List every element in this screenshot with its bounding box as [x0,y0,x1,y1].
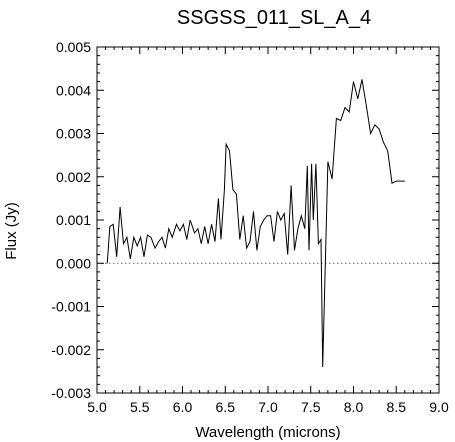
y-tick-label: 0.005 [56,39,91,55]
y-tick-label: 0.004 [56,82,91,98]
x-tick-label: 9.0 [429,399,449,415]
y-tick-label: 0.002 [56,169,91,185]
x-tick-label: 5.0 [87,399,107,415]
x-tick-label: 8.0 [344,399,364,415]
y-tick-label: 0.000 [56,255,91,271]
y-axis-label: Flux (Jy) [3,202,20,260]
plot-frame [96,46,440,394]
x-axis-label: Wavelength (microns) [195,424,340,441]
x-tick-label: 6.5 [216,399,236,415]
y-tick-label: -0.002 [51,342,91,358]
y-tick-label: -0.003 [51,385,91,401]
y-tick-label: -0.001 [51,299,91,315]
y-axis: 0.005 0.004 0.003 0.002 0.001 0.000 -0.001 -0.0… [51,39,439,401]
x-axis: 5.0 5.5 6.0 6.5 7.0 7.5 8.0 8.5 9.0 [87,47,449,415]
y-tick-label: 0.001 [56,212,91,228]
x-tick-label: 8.5 [387,399,407,415]
x-tick-label: 7.5 [301,399,321,415]
x-tick-label: 7.0 [258,399,278,415]
x-tick-label: 5.5 [130,399,150,415]
y-tick-label: 0.003 [56,126,91,142]
flux-series-line [106,79,405,368]
x-tick-label: 6.0 [173,399,193,415]
chart-title: SSGSS_011_SL_A_4 [177,7,371,29]
